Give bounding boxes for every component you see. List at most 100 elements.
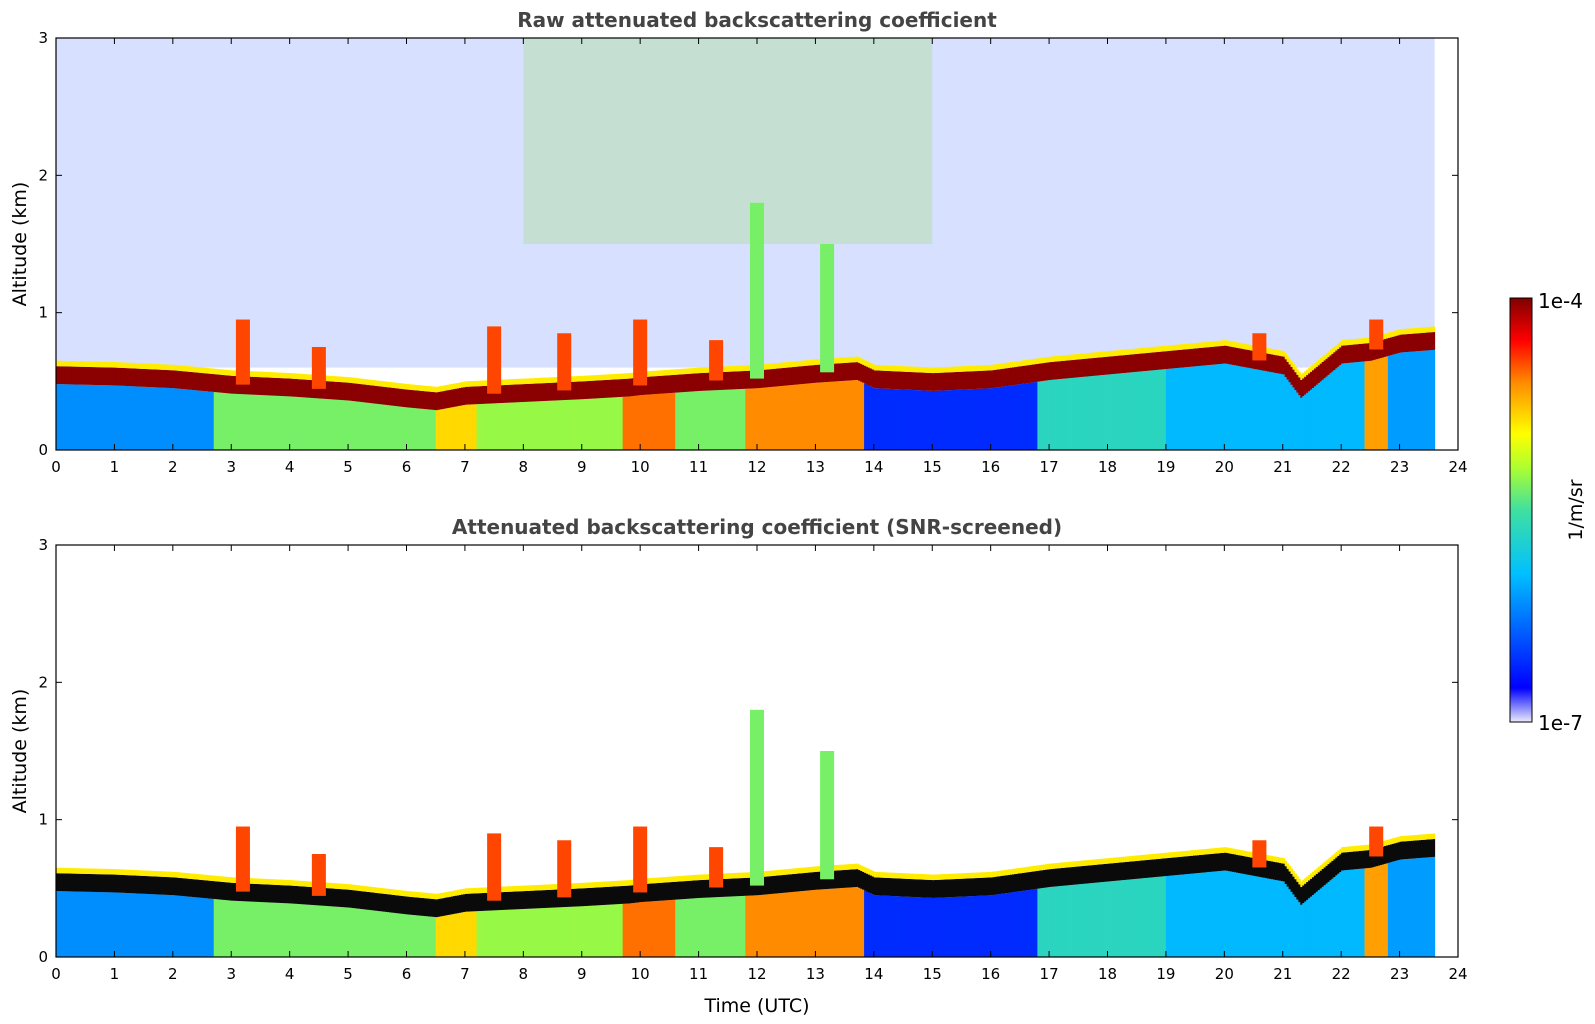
aerosol-layer-cell: [472, 893, 476, 912]
layer-edge-cell: [1163, 345, 1167, 352]
layer-edge-cell: [914, 873, 918, 880]
backscatter-column: [795, 384, 799, 450]
backscatter-column: [745, 388, 748, 450]
layer-edge-cell: [1031, 359, 1035, 365]
backscatter-column: [396, 913, 400, 957]
layer-edge-cell: [57, 867, 61, 874]
aerosol-layer-cell: [505, 891, 509, 910]
backscatter-column: [971, 389, 974, 450]
layer-edge-cell: [1199, 849, 1202, 856]
backscatter-column: [1132, 879, 1136, 957]
aerosol-layer-cell: [636, 884, 639, 903]
aerosol-layer-cell: [990, 370, 994, 389]
aerosol-layer-cell: [1015, 366, 1019, 385]
aerosol-layer-cell: [194, 879, 197, 898]
layer-edge-cell: [628, 880, 631, 886]
aerosol-layer-cell: [1274, 862, 1278, 881]
aerosol-layer-cell: [906, 878, 910, 897]
layer-edge-cell: [1134, 855, 1138, 862]
aerosol-layer-cell: [630, 378, 633, 397]
aerosol-layer-cell: [511, 891, 515, 910]
aerosol-layer-cell: [1352, 344, 1356, 363]
backscatter-column: [472, 404, 476, 450]
backscatter-column: [250, 394, 254, 450]
backscatter-column: [404, 914, 407, 957]
backscatter-column: [673, 899, 676, 957]
backscatter-column: [671, 392, 674, 450]
backscatter-column: [100, 892, 104, 957]
backscatter-column: [385, 404, 388, 450]
aerosol-layer-cell: [85, 873, 88, 892]
aerosol-layer-cell: [221, 374, 224, 393]
aerosol-layer-cell: [573, 381, 577, 400]
aerosol-layer-cell: [977, 877, 980, 896]
layer-edge-cell: [807, 867, 811, 873]
backscatter-column: [270, 395, 273, 450]
aerosol-layer-cell: [402, 896, 406, 914]
layer-edge-cell: [616, 373, 620, 380]
layer-edge-cell: [1197, 342, 1200, 349]
layer-edge-cell: [1082, 860, 1085, 866]
aerosol-layer-cell: [1023, 365, 1027, 384]
layer-edge-cell: [1091, 859, 1095, 866]
aerosol-layer-cell: [1236, 854, 1239, 873]
backscatter-column: [513, 402, 517, 450]
layer-edge-cell: [834, 358, 838, 364]
backscatter-column: [910, 896, 914, 957]
aerosol-layer-cell: [692, 373, 696, 392]
layer-edge-cell: [575, 883, 579, 889]
backscatter-column: [338, 399, 341, 450]
backscatter-column: [1008, 385, 1011, 450]
aerosol-layer-cell: [235, 376, 238, 394]
layer-edge-cell: [1311, 871, 1315, 878]
layer-edge-cell: [723, 366, 727, 372]
backscatter-column: [1199, 365, 1202, 450]
backscatter-column: [698, 897, 702, 957]
layer-edge-cell: [190, 366, 193, 372]
layer-edge-cell: [484, 887, 487, 893]
backscatter-column: [1082, 376, 1085, 450]
layer-edge-cell: [110, 869, 113, 875]
layer-edge-cell: [459, 889, 462, 895]
backscatter-column: [69, 891, 73, 957]
backscatter-column: [1401, 859, 1404, 957]
backscatter-column: [975, 388, 978, 450]
backscatter-column: [1216, 364, 1219, 450]
layer-edge-cell: [1432, 326, 1436, 333]
backscatter-column: [599, 398, 602, 450]
layer-edge-cell: [182, 365, 186, 372]
backscatter-column: [926, 897, 929, 957]
backscatter-column: [63, 384, 67, 450]
aerosol-layer-cell: [1237, 348, 1241, 367]
aerosol-layer-cell: [445, 897, 448, 916]
backscatter-column: [484, 403, 487, 450]
layer-edge-cell: [1313, 870, 1317, 876]
aerosol-layer-cell: [924, 372, 927, 391]
aerosol-layer-cell: [94, 874, 98, 892]
layer-edge-cell: [254, 371, 258, 377]
backscatter-column: [646, 901, 649, 957]
layer-edge-cell: [920, 367, 924, 373]
layer-edge-cell: [198, 367, 201, 373]
backscatter-column: [1405, 352, 1408, 450]
aerosol-layer-cell: [476, 893, 480, 912]
x-tick-label: 15: [923, 965, 942, 983]
backscatter-column: [1052, 379, 1056, 450]
layer-edge-cell: [1062, 355, 1066, 361]
layer-edge-cell: [1060, 355, 1064, 362]
layer-edge-cell: [842, 864, 846, 871]
layer-edge-cell: [1045, 357, 1048, 363]
backscatter-column: [336, 399, 339, 450]
aerosol-layer-cell: [274, 377, 277, 396]
aerosol-layer-cell: [492, 892, 495, 911]
aerosol-layer-cell: [180, 371, 184, 389]
backscatter-column: [1430, 350, 1434, 450]
layer-edge-cell: [980, 365, 984, 371]
backscatter-column: [856, 886, 859, 957]
layer-edge-cell: [229, 370, 232, 376]
aerosol-layer-cell: [1397, 842, 1401, 861]
backscatter-column: [433, 916, 437, 957]
aerosol-layer-cell: [768, 876, 772, 895]
x-tick-label: 19: [1156, 965, 1175, 983]
aerosol-layer-cell: [1356, 344, 1360, 363]
